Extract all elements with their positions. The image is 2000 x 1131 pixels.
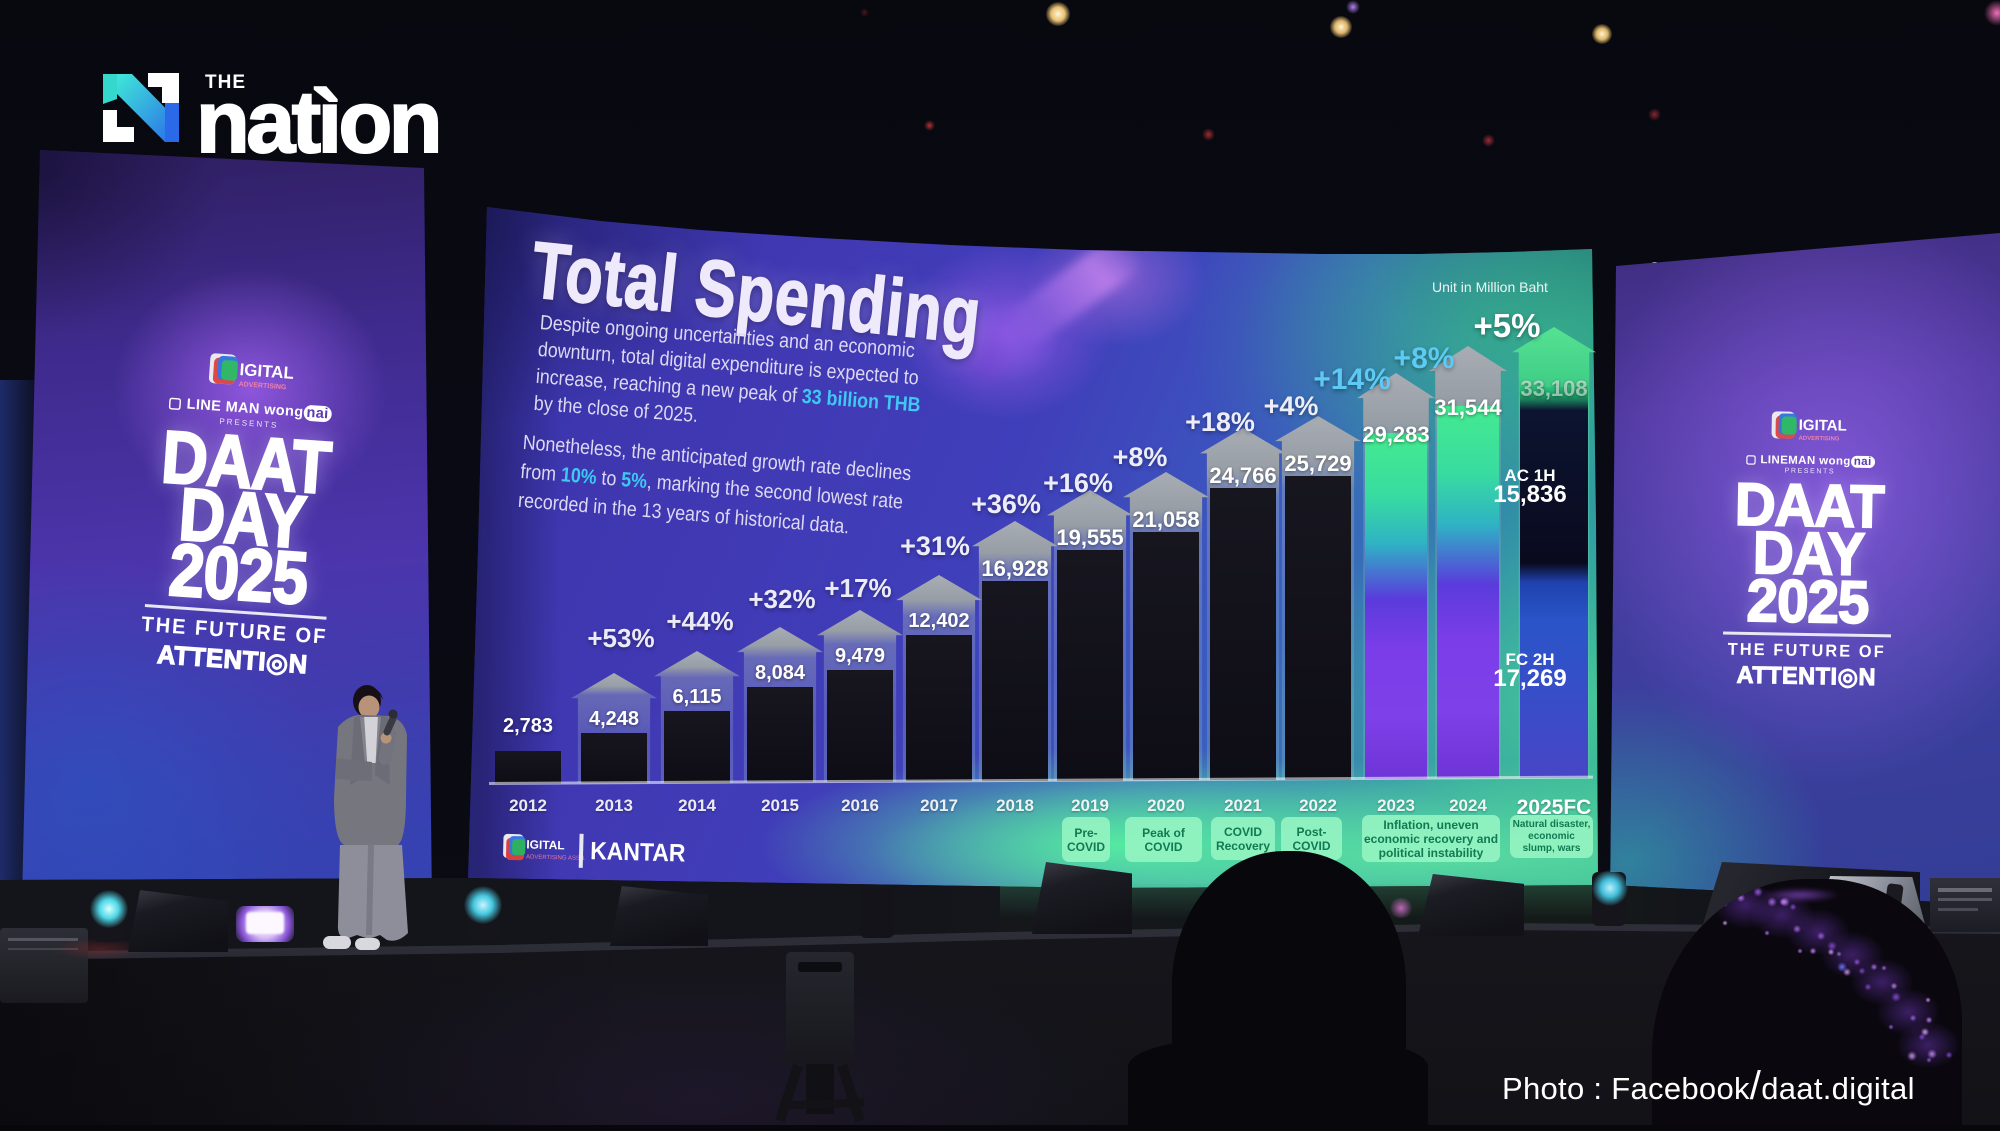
svg-text:IGITAL: IGITAL: [1799, 417, 1847, 435]
svg-text:KANTAR: KANTAR: [590, 837, 686, 868]
svg-text:ADVERTISING: ADVERTISING: [1798, 436, 1839, 443]
svg-text:ADVERTISING ASSN.: ADVERTISING ASSN.: [526, 854, 586, 862]
svg-text:ADVERTISING: ADVERTISING: [238, 381, 287, 391]
svg-text:IGITAL: IGITAL: [239, 360, 295, 383]
svg-text:IGITAL: IGITAL: [526, 837, 565, 852]
